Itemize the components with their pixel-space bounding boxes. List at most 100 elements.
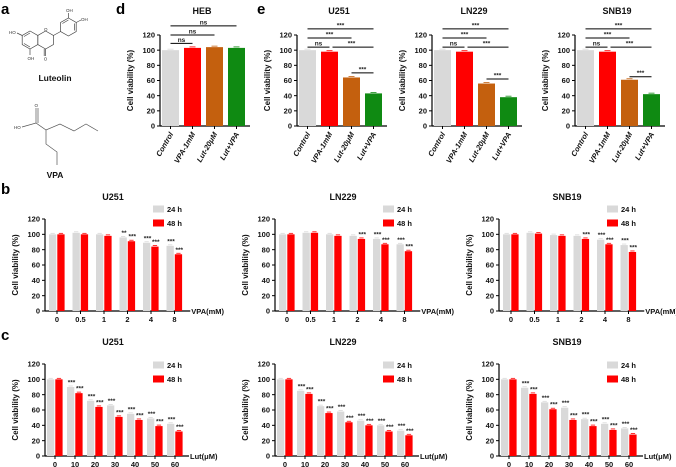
x-axis-label: VPA(mM)	[421, 307, 454, 316]
y-tick-label: 60	[562, 76, 570, 85]
vpa-name: VPA	[47, 170, 64, 180]
legend-label: 24 h	[167, 205, 182, 214]
bar-vpa-1mm	[184, 47, 201, 127]
bar-48h-50	[385, 431, 393, 456]
x-tick-label: 60	[171, 460, 179, 467]
legend-label: 48 h	[167, 219, 182, 228]
x-tick-label: 2	[579, 315, 583, 324]
bar-24h-8	[620, 245, 628, 311]
significance-label: ***	[298, 383, 306, 390]
significance-label: ***	[378, 418, 386, 425]
y-tick-label: 20	[32, 291, 40, 300]
x-tick-label: 8	[402, 315, 406, 324]
y-tick-label: 0	[266, 307, 270, 316]
panel-label-a: a	[1, 1, 10, 18]
y-tick-label: 0	[566, 122, 570, 131]
atom-label: OH	[81, 17, 88, 22]
atom-label: O	[44, 57, 48, 62]
significance-label: ***	[386, 424, 394, 431]
bar-48h-20	[325, 413, 333, 456]
panel-label-c: c	[1, 327, 9, 344]
y-tick-label: 60	[284, 76, 292, 85]
legend-label: 24 h	[397, 361, 412, 370]
x-tick-label: 50	[151, 460, 159, 467]
y-tick-label: 80	[486, 245, 494, 254]
atom-label: HO	[14, 125, 21, 130]
legend-swatch-48h	[383, 375, 394, 383]
y-tick-label: 40	[562, 91, 570, 100]
x-tick-label: 8	[172, 315, 176, 324]
y-tick-label: 20	[262, 436, 270, 445]
bar-48h-0	[511, 234, 519, 311]
bar-control	[434, 50, 451, 126]
significance-label: ***	[621, 238, 629, 245]
bar-48h-1	[104, 235, 112, 311]
bar-24h-10	[297, 390, 305, 456]
x-tick-label: 4	[379, 315, 384, 324]
significance-label: ***	[176, 247, 184, 254]
y-tick-label: 20	[562, 106, 570, 115]
bar-24h-40	[581, 419, 589, 456]
y-tick-label: 60	[32, 261, 40, 270]
legend-swatch-48h	[153, 219, 164, 227]
y-tick-label: 80	[562, 61, 570, 70]
y-tick-label: 120	[557, 31, 570, 40]
y-axis-label: Cell viability (%)	[465, 234, 474, 296]
bar-48h-40	[589, 426, 597, 456]
x-tick-label: 1	[332, 315, 336, 324]
y-tick-label: 60	[419, 76, 427, 85]
bar-48h-0	[55, 379, 63, 456]
y-tick-label: 80	[486, 390, 494, 399]
significance-label: ***	[382, 237, 390, 244]
y-tick-label: 100	[414, 46, 427, 55]
significance-label: ***	[338, 404, 346, 411]
x-tick-label: 0	[285, 315, 289, 324]
bar-lut-vpa	[228, 47, 245, 127]
x-tick-label: 50	[381, 460, 389, 467]
y-tick-label: 60	[147, 76, 155, 85]
x-tick-label: Lut+VPA	[355, 131, 378, 162]
y-tick-label: 40	[284, 91, 292, 100]
bar-24h-50	[377, 425, 385, 456]
x-tick-label: Lut-20μM	[610, 130, 635, 164]
bar-24h-2	[573, 235, 581, 311]
significance-label: ***	[374, 231, 382, 238]
significance-label: ***	[483, 41, 491, 48]
x-axis-label: VPA(mM)	[191, 307, 224, 316]
legend-swatch-24h	[383, 361, 394, 369]
atom-label: OH	[28, 56, 35, 61]
bar-24h-0	[279, 234, 287, 311]
x-tick-label: 0	[283, 460, 287, 467]
chart-title: HEB	[192, 6, 212, 16]
x-tick-label: 0.5	[75, 315, 85, 324]
significance-label: ns	[189, 29, 197, 36]
y-tick-label: 20	[147, 106, 155, 115]
legend-swatch-24h	[383, 205, 394, 213]
significance-label: ***	[168, 416, 176, 423]
chart-title: SNB19	[602, 6, 631, 16]
bar-vpa-1mm	[321, 51, 338, 126]
bar-24h-1	[550, 235, 558, 311]
legend-swatch-48h	[607, 375, 618, 383]
significance-label: ***	[626, 41, 634, 48]
x-tick-label: 20	[321, 460, 329, 467]
significance-label: ***	[550, 402, 558, 409]
significance-label: ***	[598, 232, 606, 239]
y-tick-label: 80	[32, 390, 40, 399]
legend-label: 24 h	[621, 361, 636, 370]
bar-24h-50	[147, 418, 155, 456]
significance-label: ***	[604, 32, 612, 39]
chart-c-snb19: SNB19 Cell viability (%) 0 20 40 60 80 100 120 0 1…	[465, 337, 672, 467]
y-axis-label: Cell viability (%)	[465, 379, 474, 441]
legend-swatch-24h	[607, 361, 618, 369]
bar-48h-8	[628, 251, 637, 311]
x-tick-label: 30	[111, 460, 119, 467]
significance-label: ***	[522, 380, 530, 387]
chart-title: U251	[102, 192, 124, 202]
y-tick-label: 120	[481, 360, 494, 369]
x-tick-label: 0	[509, 315, 513, 324]
atom-label: OH	[66, 8, 73, 13]
bar-24h-20	[317, 406, 325, 456]
significance-label: ***	[359, 66, 367, 73]
bar-control	[299, 50, 316, 126]
